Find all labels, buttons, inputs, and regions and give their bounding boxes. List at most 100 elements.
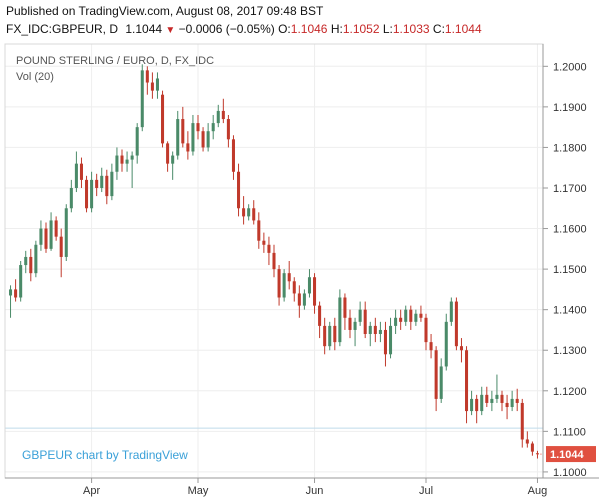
candle-body	[389, 325, 393, 355]
candle-body	[135, 127, 139, 156]
candle-body	[404, 309, 408, 322]
candle	[348, 309, 352, 339]
candle-body	[140, 70, 144, 128]
candle-body	[49, 220, 53, 249]
candle	[297, 285, 301, 318]
price-tick-label: 1.1800	[553, 142, 587, 154]
candle-body	[444, 321, 448, 367]
candle	[535, 450, 539, 459]
last-price: 1.1044	[125, 22, 163, 36]
low-label: L:	[382, 22, 393, 36]
candle-body	[34, 244, 38, 274]
candle-body	[29, 256, 33, 274]
candle	[520, 398, 524, 448]
candle	[181, 106, 185, 148]
candle-body	[353, 321, 357, 330]
candle	[135, 123, 139, 164]
candle	[500, 390, 504, 412]
candle-body	[358, 309, 362, 322]
candle	[9, 285, 13, 318]
low-value: 1.1033	[392, 22, 430, 36]
candle	[44, 222, 48, 253]
candle-body	[459, 346, 463, 351]
candle	[191, 114, 195, 156]
candle	[110, 163, 114, 201]
candle	[328, 321, 332, 351]
candle	[247, 204, 251, 221]
candle	[399, 309, 403, 330]
last-price-label: 1.1044	[550, 449, 585, 461]
candle-body	[323, 325, 327, 347]
candle-body	[181, 119, 185, 144]
candle-body	[439, 366, 443, 399]
candle-body	[206, 131, 210, 148]
candle	[383, 321, 387, 367]
price-tick-label: 1.1200	[553, 386, 587, 398]
candle	[277, 265, 281, 306]
candle	[272, 244, 276, 278]
candle-body	[454, 301, 458, 347]
candle-body	[19, 265, 23, 298]
candle-body	[79, 163, 83, 180]
down-arrow-icon: ▼	[165, 25, 176, 36]
candle-body	[90, 179, 94, 209]
close-value: 1.1044	[444, 22, 482, 36]
candle	[419, 305, 423, 322]
candle	[130, 151, 134, 188]
candle	[34, 240, 38, 278]
candle-body	[282, 273, 286, 298]
candle	[323, 317, 327, 355]
candle	[363, 301, 367, 339]
candle-body	[424, 317, 428, 343]
candle-body	[9, 289, 13, 296]
candle-body	[176, 119, 180, 156]
candle	[237, 163, 241, 217]
candle-body	[54, 220, 58, 237]
time-tick-label: Apr	[83, 485, 100, 497]
candle-body	[419, 313, 423, 318]
candle	[19, 261, 23, 302]
candle	[515, 388, 519, 412]
candle-body	[216, 110, 220, 124]
pane-title: POUND STERLING / EURO, D, FX_IDC	[16, 55, 214, 67]
candle-body	[166, 143, 170, 164]
candle	[439, 358, 443, 403]
candle	[196, 114, 200, 140]
last-price-marker: 1.1044	[537, 446, 596, 463]
candle	[475, 394, 479, 424]
candle-body	[64, 208, 68, 257]
candle	[176, 110, 180, 160]
candle-body	[287, 273, 291, 282]
candle	[24, 250, 28, 274]
candle	[505, 394, 509, 420]
candle-body	[115, 155, 119, 172]
candle	[282, 269, 286, 302]
candle-body	[14, 289, 18, 298]
candle	[115, 147, 119, 180]
candle-body	[120, 155, 124, 164]
candle-body	[85, 179, 89, 209]
candle-body	[505, 402, 509, 408]
candle	[409, 305, 413, 330]
candle-body	[348, 317, 352, 330]
open-value: 1.1046	[290, 22, 328, 36]
candle-body	[515, 398, 519, 403]
candle-body	[328, 325, 332, 347]
published-text: Published on TradingView.com, August 08,…	[6, 4, 324, 18]
candle-body	[252, 208, 256, 221]
candle-body	[414, 313, 418, 322]
candle	[313, 273, 317, 314]
candle	[454, 297, 458, 351]
candle-body	[520, 402, 524, 440]
candle-body	[39, 228, 43, 245]
candle	[64, 204, 68, 261]
candle	[120, 149, 124, 172]
candle-body	[201, 131, 205, 148]
candle-body	[74, 163, 78, 188]
candle-body	[145, 70, 149, 83]
candle	[373, 317, 377, 343]
candle	[470, 390, 474, 416]
candle	[201, 127, 205, 152]
